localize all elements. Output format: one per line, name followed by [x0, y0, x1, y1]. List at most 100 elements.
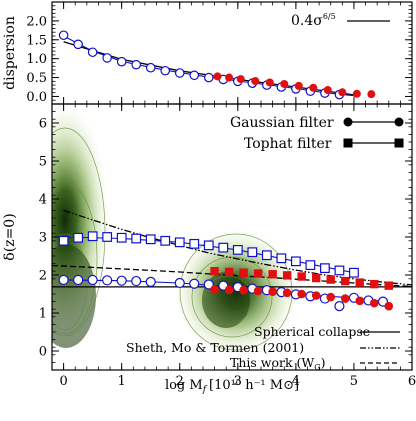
x-axis-label: log Mf [10¹⁰ h⁻¹ M⊙] [165, 378, 299, 395]
point-1-1-12 [232, 245, 243, 255]
point-1-2-3 [253, 269, 263, 278]
ytick-label-1-5: 5 [39, 155, 47, 170]
point-1-1-15 [276, 253, 287, 264]
point-1-1-4 [116, 232, 127, 243]
point-1-1-0 [58, 235, 69, 246]
point-1-3-3 [253, 286, 263, 296]
point-1-1-16 [290, 256, 301, 267]
point-0-0-2 [87, 47, 98, 58]
point-1-2-5 [282, 271, 292, 280]
point-1-0-2 [87, 274, 98, 286]
point-0-1-8 [323, 86, 332, 95]
ytick-label-1-3: 3 [39, 231, 47, 246]
point-0-1-5 [280, 79, 289, 88]
point-1-2-0 [210, 267, 219, 276]
point-1-3-0 [210, 285, 219, 294]
legend-gaussian-marker-left [343, 117, 353, 127]
point-0-1-7 [309, 83, 318, 92]
point-0-0-4 [116, 56, 127, 67]
top-axis-ticks: 0.0 0.5 1.0 1.5 2.0 [26, 2, 413, 105]
bottom-points [58, 231, 394, 312]
point-1-1-1 [73, 232, 84, 243]
point-0-0-1 [73, 39, 83, 50]
point-1-3-2 [239, 285, 248, 295]
xtick-label-6: 6 [408, 374, 416, 389]
ytick-label-0-4: 2.0 [26, 14, 47, 29]
point-1-2-12 [384, 281, 393, 290]
xtick-label-4: 4 [292, 374, 300, 389]
point-0-0-7 [160, 65, 171, 76]
point-1-2-4 [268, 270, 277, 279]
point-1-1-3 [102, 232, 113, 242]
top-legend-exponent: 6/5 [323, 12, 336, 21]
filter-legend: Gaussian filter Tophat filter [230, 115, 404, 152]
point-0-0-6 [145, 62, 156, 73]
point-1-0-8 [189, 278, 200, 289]
bottom-panel: 0 1 2 3 4 5 6 0 1 2 3 4 5 6 δ(z=0) log Mf [10¹⁰ h⁻¹ M⊙… [2, 103, 416, 395]
point-0-1-6 [294, 81, 303, 90]
point-1-1-9 [189, 238, 200, 249]
top-legend: 0.4σ6/5 [291, 12, 390, 29]
point-0-1-1 [225, 73, 234, 82]
point-0-0-9 [189, 70, 200, 81]
top-legend-label-text: 0.4σ [291, 13, 323, 29]
bottom-y-axis-label: δ(z=0) [2, 213, 18, 260]
point-1-1-2 [87, 231, 98, 242]
point-1-1-17 [305, 260, 316, 271]
legend-thiswork-text: This work (W [230, 355, 314, 370]
legend-gaussian-label: Gaussian filter [230, 115, 334, 131]
point-0-1-11 [367, 90, 376, 99]
contour-2b [191, 256, 273, 338]
point-1-0-6 [145, 276, 156, 287]
ytick-label-0-1: 0.5 [26, 71, 47, 86]
xtick-label-3: 3 [234, 374, 242, 389]
point-1-3-11 [369, 298, 379, 308]
point-1-2-8 [326, 275, 335, 284]
ytick-label-0-2: 1.0 [26, 52, 47, 67]
legend-gaussian-marker-right [394, 117, 404, 127]
point-1-1-10 [203, 240, 214, 251]
point-1-3-8 [326, 292, 336, 302]
xtick-label-5: 5 [350, 374, 358, 389]
point-0-0-5 [131, 59, 141, 70]
point-1-2-10 [355, 278, 364, 287]
point-1-1-6 [145, 234, 156, 245]
point-0-1-3 [251, 76, 260, 85]
legend-spherical-label: Spherical collapse [254, 324, 370, 339]
point-1-1-19 [334, 265, 345, 276]
contour-1c [52, 233, 88, 331]
x-axis-label-units: [10¹⁰ h⁻¹ M⊙] [209, 378, 299, 393]
ytick-label-0-0: 0.0 [26, 90, 47, 105]
point-1-1-13 [247, 247, 258, 258]
point-0-0-10 [203, 72, 214, 83]
legend-thiswork-sub: G [314, 363, 320, 372]
point-0-1-9 [338, 88, 347, 97]
point-1-1-20 [349, 267, 359, 278]
xtick-label-2: 2 [176, 374, 184, 389]
model-legend: Spherical collapse Sheth, Mo & Tormen (2… [126, 324, 400, 372]
point-1-2-6 [297, 272, 306, 281]
contour-1a [52, 127, 106, 337]
curve-1-1 [63, 209, 412, 286]
legend-smt-label: Sheth, Mo & Tormen (2001) [126, 340, 304, 355]
point-1-1-5 [131, 233, 142, 244]
point-0-0-3 [102, 53, 112, 63]
top-plot-frame [51, 1, 413, 105]
ytick-label-0-3: 1.5 [26, 33, 47, 48]
point-1-3-12 [384, 301, 394, 311]
point-1-3-4 [268, 287, 277, 297]
point-1-1-11 [218, 242, 229, 253]
curve-1-2 [52, 264, 412, 288]
point-1-3-9 [340, 294, 350, 303]
point-1-2-2 [239, 268, 248, 277]
point-1-2-9 [341, 276, 350, 286]
point-1-0-4 [116, 275, 127, 286]
point-1-1-7 [160, 235, 171, 246]
ytick-label-1-1: 1 [39, 307, 47, 322]
point-0-1-0 [213, 72, 222, 81]
point-1-2-1 [224, 267, 234, 277]
point-1-3-10 [355, 296, 365, 306]
point-0-1-2 [236, 75, 245, 84]
point-1-0-5 [131, 275, 142, 287]
